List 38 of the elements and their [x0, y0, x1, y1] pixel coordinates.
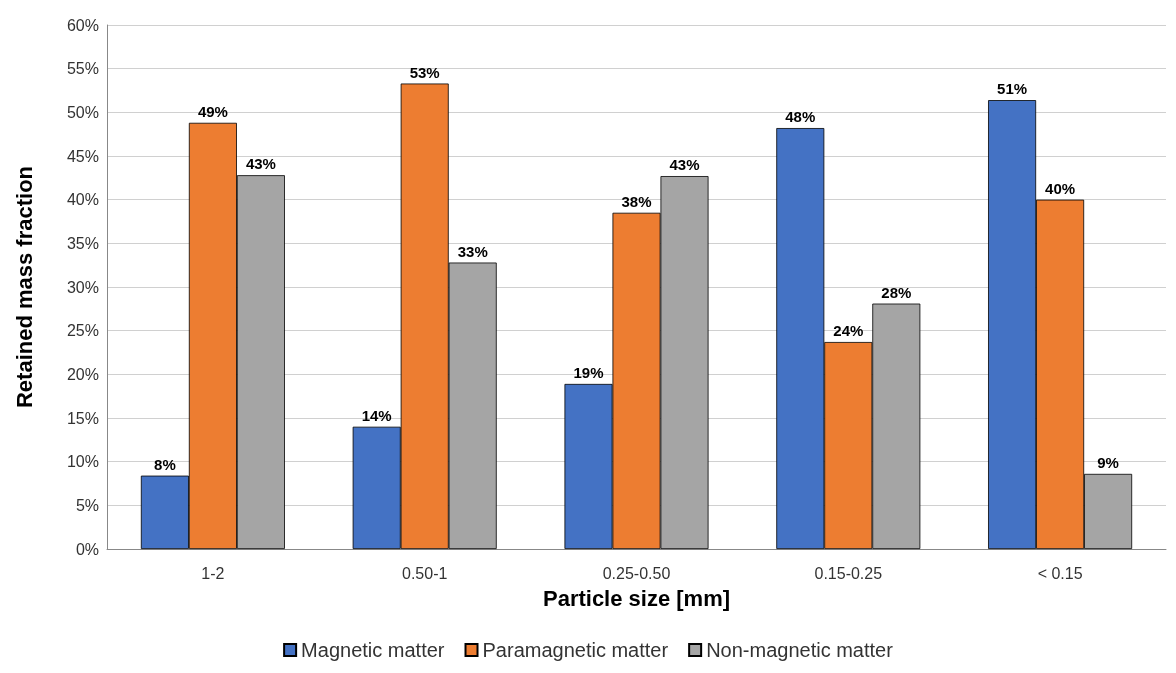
y-tick-label: 20%: [66, 365, 99, 383]
data-label: 48%: [785, 108, 816, 126]
x-tick-label: 1-2: [201, 564, 225, 582]
x-axis-title: Particle size [mm]: [542, 585, 731, 611]
data-label: 14%: [361, 406, 392, 424]
y-tick-label: 35%: [66, 234, 99, 252]
x-tick-label: 0.50-1: [402, 564, 448, 582]
legend-label: Paramagnetic matter: [482, 639, 669, 661]
y-tick-label: 60%: [66, 16, 99, 34]
y-tick-label: 10%: [66, 453, 99, 471]
y-tick-label: 25%: [66, 322, 99, 340]
data-label: 43%: [669, 156, 700, 174]
data-label: 51%: [997, 80, 1028, 98]
data-label: 38%: [621, 192, 652, 210]
data-label: 49%: [197, 102, 228, 120]
data-label: 9%: [1097, 453, 1119, 471]
y-tick-label: 30%: [66, 278, 99, 296]
legend-label: Magnetic matter: [301, 639, 445, 661]
data-label: 33%: [457, 242, 488, 260]
data-label: 24%: [833, 322, 864, 340]
y-tick-label: 5%: [75, 496, 99, 514]
y-tick-label: 40%: [66, 191, 99, 209]
y-axis-title: Retained mass fraction: [11, 165, 37, 409]
y-tick-label: 45%: [66, 147, 99, 165]
data-label: 43%: [245, 155, 276, 173]
data-label: 40%: [1045, 179, 1076, 197]
data-label: 53%: [409, 63, 440, 81]
y-tick-label: 15%: [66, 409, 99, 427]
data-label: 19%: [573, 363, 604, 381]
x-tick-label: 0.25-0.50: [602, 564, 671, 582]
data-label: 8%: [154, 455, 176, 473]
x-tick-label: 0.15-0.25: [814, 564, 883, 582]
data-label: 28%: [881, 283, 912, 301]
y-tick-label: 0%: [75, 540, 99, 558]
x-tick-label: < 0.15: [1037, 564, 1083, 582]
y-tick-label: 55%: [66, 60, 99, 78]
legend-label: Non-magnetic matter: [706, 639, 894, 661]
y-tick-label: 50%: [66, 103, 99, 121]
